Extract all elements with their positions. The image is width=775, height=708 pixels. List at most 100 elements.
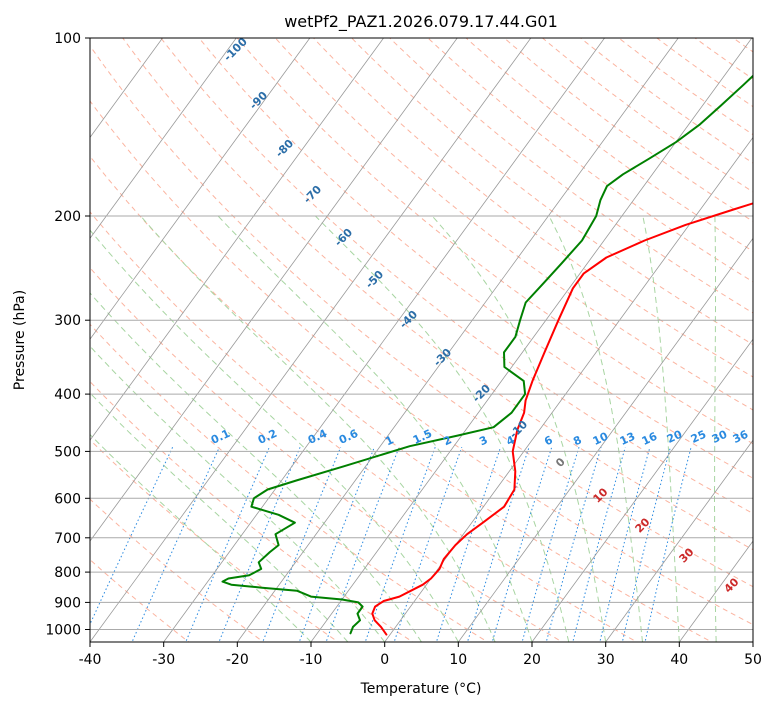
mixing-ratio-line: [90, 446, 174, 626]
dry-adiabat-label: -70: [301, 183, 324, 206]
x-tick-label: 50: [744, 652, 762, 668]
dry-adiabat: [198, 38, 753, 479]
dry-adiabat: [90, 44, 753, 588]
dry-adiabat-label: -20: [470, 382, 493, 405]
isotherm: [310, 38, 753, 642]
mixing-ratio-line: [491, 447, 553, 642]
x-tick-label: -20: [226, 652, 249, 668]
mixing-ratio-label: 6: [542, 433, 555, 448]
moist-adiabat: [90, 229, 459, 642]
dry-adiabat: [90, 100, 753, 626]
mixing-ratio-label: 16: [640, 430, 660, 448]
dewpoint-line: [221, 74, 753, 635]
x-tick-label: 30: [597, 652, 615, 668]
isotherm: [236, 38, 679, 642]
moist-adiabat-label: 30: [677, 545, 697, 565]
dry-adiabat: [274, 38, 753, 411]
dry-adiabat: [753, 25, 775, 645]
mixing-ratio-line: [262, 447, 342, 642]
dry-adiabat-label: -40: [397, 308, 420, 331]
mixing-ratio-label: 1.5: [411, 427, 434, 447]
mixing-ratio-line: [644, 447, 692, 642]
x-tick-label: 20: [523, 652, 541, 668]
mixing-ratio-label: 25: [689, 428, 708, 446]
mixing-ratio-label: 30: [710, 428, 730, 446]
y-tick-label: 200: [54, 209, 81, 225]
x-axis-label: Temperature (°C): [360, 681, 482, 697]
dry-adiabat: [541, 38, 753, 193]
mixing-ratio-line: [393, 447, 463, 642]
mixing-ratio-line: [621, 447, 671, 642]
isotherm: [90, 38, 458, 542]
isotherm: [90, 38, 311, 340]
mixing-ratio-line: [325, 447, 400, 642]
dry-adiabat-label: -100: [221, 35, 250, 64]
dry-adiabat: [312, 38, 753, 378]
profile-series: [221, 74, 753, 636]
mixing-ratio-label: 0.6: [337, 427, 360, 447]
y-tick-label: 100: [54, 31, 81, 47]
x-tick-label: -40: [79, 652, 102, 668]
dry-adiabat: [90, 211, 639, 642]
isotherm: [384, 136, 753, 642]
chart-title: wetPf2_PAZ1.2026.079.17.44.G01: [284, 12, 558, 32]
mixing-ratio-label: 36: [731, 428, 751, 446]
dry-adiabat-label: -90: [247, 89, 270, 112]
moist-adiabat-label: 0: [553, 455, 568, 470]
mixing-ratio-label: 3: [477, 433, 489, 448]
moist-adiabat-label: 20: [633, 515, 653, 535]
y-tick-label: 900: [54, 595, 81, 611]
dry-adiabat: [465, 38, 753, 252]
mixing-ratio-line: [435, 447, 502, 642]
mixing-ratio-label: 20: [665, 428, 685, 446]
mixing-ratio-label: 8: [571, 433, 583, 448]
x-tick-label: 40: [670, 652, 688, 668]
moist-adiabat: [714, 215, 717, 642]
y-tick-label: 1000: [45, 623, 81, 639]
x-tick-label: 0: [380, 652, 389, 668]
isotherm: [90, 38, 164, 139]
moist-adiabat: [90, 433, 312, 642]
dry-adiabat: [90, 155, 713, 642]
y-tick-label: 400: [54, 387, 81, 403]
dry-adiabat-label: -60: [332, 226, 355, 249]
mixing-ratio-label: 0.1: [209, 427, 232, 447]
isotherm: [752, 641, 753, 642]
moist-adiabat: [431, 215, 607, 642]
isotherm: [163, 38, 606, 642]
dry-adiabat-label: -80: [273, 137, 296, 160]
mixing-ratio-line: [218, 447, 301, 642]
isotherm: [531, 338, 753, 642]
mixing-ratio-line: [364, 447, 436, 642]
background-lines: [90, 25, 775, 645]
mixing-ratio-line: [521, 447, 580, 642]
y-tick-label: 800: [54, 565, 81, 581]
dry-adiabat-label: -50: [363, 268, 386, 291]
isotherm: [90, 38, 532, 642]
y-tick-label: 600: [54, 491, 81, 507]
y-axis: 1000 900 800 700 600 500 400 300 200 100: [45, 31, 90, 639]
temperature-line: [371, 202, 753, 636]
dry-adiabat: [90, 498, 265, 642]
isotherm: [90, 38, 237, 240]
x-tick-label: -10: [300, 652, 323, 668]
y-tick-label: 300: [54, 313, 81, 329]
mixing-ratio-line: [545, 447, 602, 642]
dry-adiabat: [236, 38, 753, 445]
dry-adiabat: [579, 38, 753, 164]
moist-adiabat: [90, 292, 422, 642]
dry-adiabat: [90, 380, 414, 642]
isotherm: [605, 439, 753, 642]
mixing-ratio-label: 1: [383, 433, 395, 448]
plot-frame: [89, 37, 754, 643]
x-tick-label: -30: [152, 652, 175, 668]
dry-adiabat: [389, 38, 753, 314]
mixing-ratio-label: 2: [441, 433, 453, 448]
x-axis: -40 -30 -20 -10 0 10 20 30 40 50: [79, 642, 762, 668]
moist-adiabat: [642, 215, 680, 642]
moist-adiabat: [217, 215, 533, 642]
dry-adiabat: [90, 558, 190, 642]
dry-adiabat: [351, 38, 753, 346]
mixing-ratio-label: 10: [591, 430, 611, 448]
